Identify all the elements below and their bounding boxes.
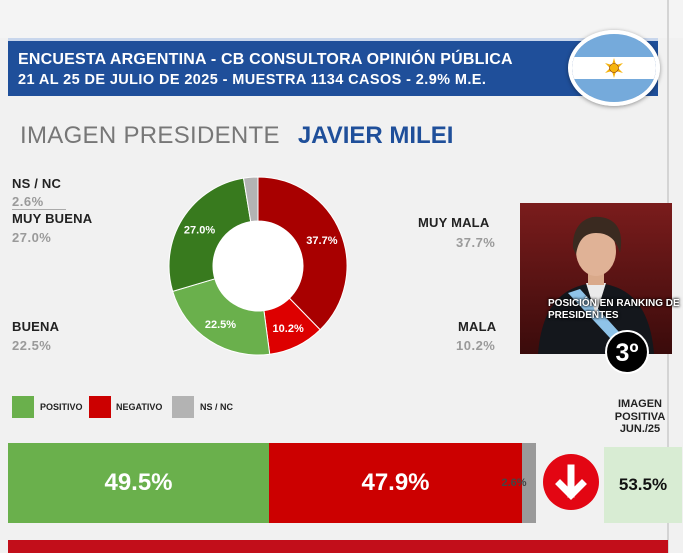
imagen-positiva-value: 53.5% — [604, 447, 682, 523]
label-muy-mala-name: MUY MALA — [418, 215, 490, 230]
donut-chart: 37.7% 10.2% 22.5% 27.0% — [168, 176, 348, 356]
label-ns-value: 2.6% — [12, 194, 44, 209]
donut-hole — [213, 221, 303, 311]
legend-label-nsnc: NS / NC — [200, 402, 234, 412]
label-buena-value: 22.5% — [12, 338, 52, 353]
label-muy-mala-value: 37.7% — [456, 235, 496, 250]
ranking-label: POSICIÓN EN RANKING DE PRESIDENTES — [548, 298, 680, 321]
donut-label-muy-mala: 37.7% — [306, 235, 337, 247]
bar-segment-positivo: 49.5% — [8, 443, 269, 523]
legend-label-positivo: POSITIVO — [40, 402, 83, 412]
imagen-positiva-label: IMAGEN POSITIVA JUN./25 — [614, 398, 666, 435]
label-buena-name: BUENA — [12, 319, 60, 334]
title-name: JAVIER MILEI — [297, 122, 454, 149]
ranking-badge: 3º — [605, 330, 649, 374]
header-subtitle: 21 AL 25 DE JULIO DE 2025 - MUESTRA 1134… — [18, 72, 487, 88]
header-title: ENCUESTA ARGENTINA - CB CONSULTORA OPINI… — [18, 51, 513, 68]
label-muy-buena-value: 27.0% — [12, 230, 52, 245]
bottom-bar — [8, 540, 668, 553]
bar-label-positivo: 49.5% — [104, 469, 173, 496]
president-photo — [520, 203, 672, 354]
top-strip — [0, 0, 683, 38]
stacked-bar: 49.5% 47.9% 2.6% — [8, 443, 536, 523]
label-ns-name: NS / NC — [12, 176, 62, 191]
legend-swatch-negativo — [89, 396, 111, 418]
header-banner: ENCUESTA ARGENTINA - CB CONSULTORA OPINI… — [8, 38, 658, 96]
donut-label-mala: 10.2% — [273, 323, 304, 335]
legend-swatch-positivo — [12, 396, 34, 418]
page-title: IMAGEN PRESIDENTE JAVIER MILEI — [20, 122, 453, 150]
label-mala-name: MALA — [458, 319, 497, 334]
bar-segment-ns-nc: 2.6% — [501, 443, 536, 523]
leader-line-ns — [12, 209, 66, 210]
bar-segment-negativo: 47.9% — [269, 443, 522, 523]
donut-label-muy-buena: 27.0% — [184, 224, 215, 236]
legend-swatch-nsnc — [172, 396, 194, 418]
label-muy-buena-name: MUY BUENA — [12, 211, 93, 226]
legend-label-negativo: NEGATIVO — [116, 402, 163, 412]
down-arrow-icon — [543, 454, 599, 510]
donut-label-buena: 22.5% — [205, 319, 236, 331]
label-mala-value: 10.2% — [456, 338, 496, 353]
bar-label-ns-nc: 2.6% — [501, 477, 527, 489]
bar-label-negativo: 47.9% — [361, 469, 430, 496]
title-prefix: IMAGEN PRESIDENTE — [20, 122, 280, 149]
argentina-flag-icon — [568, 30, 660, 106]
